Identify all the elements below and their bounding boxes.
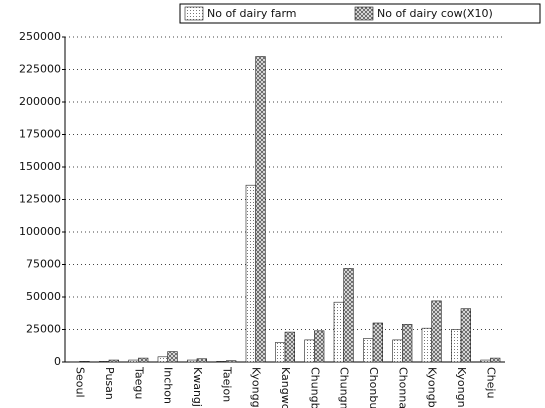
bar (245, 184, 256, 363)
bar (363, 338, 374, 363)
bar (343, 268, 354, 363)
x-tick-label: Kangwo (279, 367, 292, 408)
bar (226, 360, 237, 363)
x-tick-label: Chonbu (367, 367, 380, 408)
bar (314, 330, 325, 363)
y-tick-label: 100000 (19, 225, 61, 238)
bar (460, 308, 471, 363)
bar (157, 356, 168, 363)
x-tick-label: Chonna (396, 367, 409, 408)
y-tick-label: 50000 (26, 290, 61, 303)
bar (128, 359, 139, 363)
bar (79, 361, 90, 363)
x-tick-label: Kyongg (250, 367, 263, 408)
x-tick-label: Kyongb (426, 367, 439, 408)
bar (138, 357, 149, 363)
bar (451, 329, 462, 363)
bar (304, 339, 315, 363)
legend-label: No of dairy farm (207, 7, 297, 20)
bar (255, 56, 266, 363)
x-tick-label: Pusan (103, 367, 116, 400)
bar (167, 351, 178, 363)
y-tick-label: 25000 (26, 323, 61, 336)
bar (284, 331, 295, 363)
legend-label: No of dairy cow(X10) (377, 7, 493, 20)
y-tick-label: 200000 (19, 95, 61, 108)
y-tick-label: 250000 (19, 30, 61, 43)
x-tick-label: Chungn (338, 367, 351, 408)
bar (196, 358, 207, 363)
legend-swatch (354, 6, 374, 21)
y-tick-label: 150000 (19, 160, 61, 173)
bar (402, 323, 413, 363)
bar (275, 342, 286, 363)
y-tick-label: 175000 (19, 128, 61, 141)
bar (187, 359, 198, 363)
bar (333, 301, 344, 363)
bar (108, 359, 119, 363)
x-tick-label: Taejon (220, 366, 233, 402)
bar (392, 339, 403, 363)
x-tick-label: Kyongn (455, 367, 468, 408)
y-tick-label: 75000 (26, 258, 61, 271)
bar (431, 300, 442, 363)
bar (372, 322, 383, 363)
bar (480, 359, 491, 363)
x-tick-label: Cheju (484, 367, 497, 398)
bar (99, 361, 110, 363)
legend-swatch (184, 6, 204, 21)
y-tick-label: 125000 (19, 193, 61, 206)
x-tick-label: Kwangj (191, 367, 204, 407)
bar (421, 327, 432, 363)
y-tick-label: 0 (54, 355, 61, 368)
y-tick-label: 225000 (19, 63, 61, 76)
x-tick-label: Chungb (308, 367, 321, 408)
bar (216, 361, 227, 363)
x-tick-label: Seoul (74, 367, 87, 398)
bar (490, 357, 501, 363)
x-tick-label: Inchon (162, 367, 175, 404)
x-tick-label: Taegu (132, 366, 145, 399)
